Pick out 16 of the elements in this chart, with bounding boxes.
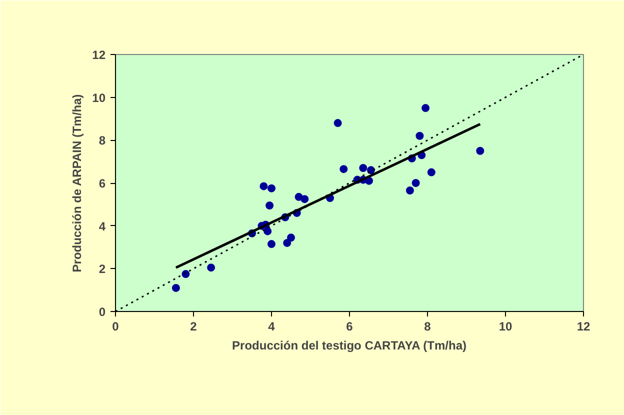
x-tick-label: 8 [424,320,432,334]
y-axis-title: Producción de ARPAIN (Tm/ha) [70,94,84,272]
y-tick-label: 6 [98,176,106,190]
x-tick-label: 2 [190,320,198,334]
x-tick-label: 10 [498,320,512,334]
y-tick-label: 10 [92,90,106,105]
y-tick-label: 12 [92,48,106,62]
x-tick-label: 0 [112,320,120,334]
y-tick-label: 2 [98,262,106,276]
x-tick-label: 4 [268,320,276,334]
y-tick-label: 0 [98,305,106,319]
y-tick-label: 8 [98,134,106,148]
x-tick-label: 6 [346,320,354,334]
x-tick-label: 12 [576,320,590,334]
x-axis-title: Producción del testigo CARTAYA (Tm/ha) [232,338,467,352]
y-tick-label: 4 [98,219,106,234]
